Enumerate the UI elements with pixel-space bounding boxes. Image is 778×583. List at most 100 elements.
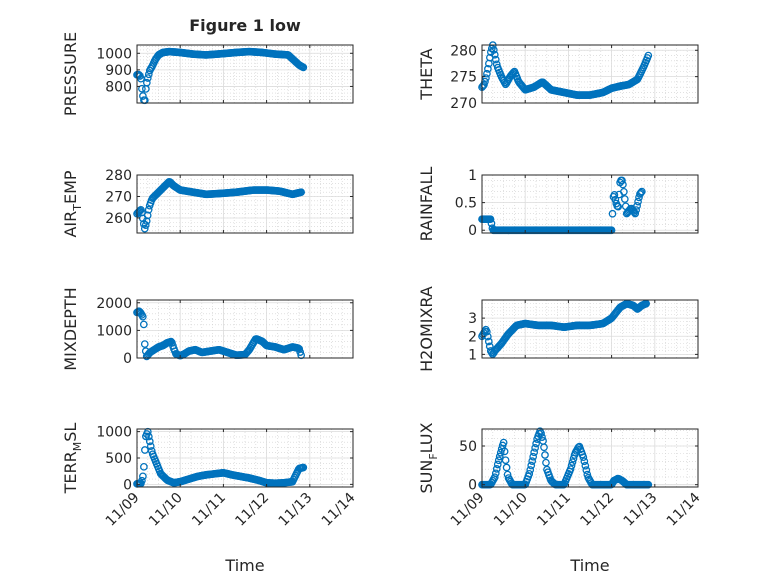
x-tick-label: 11/13 xyxy=(276,490,316,530)
y-tick-label: 3 xyxy=(468,311,477,327)
data-point xyxy=(531,444,539,452)
axes-frame xyxy=(481,428,699,488)
x-axis-label: Time xyxy=(569,556,609,575)
data-point xyxy=(142,78,151,87)
y-tick-label: 1000 xyxy=(96,46,132,62)
y-tick-label: 2 xyxy=(468,329,477,345)
data-point xyxy=(637,188,645,197)
subplot-7: 0 500 1000 11/09 11/10 11/11 11/12 11/13 11/14 Ti… xyxy=(61,423,359,575)
axes-frame xyxy=(481,174,699,234)
data-point xyxy=(496,448,505,457)
data-point xyxy=(582,466,591,474)
y-axis-label: AIRTEMP xyxy=(61,170,84,237)
subplot-6: 1 2 3 H2OMIXRA xyxy=(417,286,699,372)
data-point xyxy=(528,457,537,465)
data-point xyxy=(630,208,639,217)
data-series xyxy=(478,41,653,99)
data-point xyxy=(490,473,499,482)
data-point xyxy=(579,453,588,462)
data-point xyxy=(559,480,568,489)
data-point xyxy=(141,221,150,229)
data-point xyxy=(138,312,147,321)
data-point xyxy=(145,437,154,446)
data-point xyxy=(620,187,628,196)
x-tick-label: 11/11 xyxy=(534,490,574,530)
data-point xyxy=(138,84,146,93)
subplot-5: 0 1000 2000 MIXDEPTH xyxy=(61,287,354,371)
data-point xyxy=(568,458,577,466)
y-tick-label: 260 xyxy=(105,211,132,227)
data-point xyxy=(530,448,539,457)
data-point xyxy=(139,92,147,100)
data-point xyxy=(526,466,535,474)
y-axis-label: SUNFLUX xyxy=(417,422,440,493)
data-point xyxy=(583,470,592,479)
axes-frame xyxy=(136,299,354,359)
figure-title: Figure 1 low xyxy=(189,16,301,35)
y-axis-label: TERRMSL xyxy=(61,423,84,495)
y-tick-label: 50 xyxy=(459,439,477,455)
y-axis-label: THETA xyxy=(417,48,436,100)
data-point xyxy=(487,219,496,228)
data-point xyxy=(538,433,546,441)
data-point xyxy=(140,224,149,233)
x-tick-label: 11/10 xyxy=(146,490,186,530)
y-axis-label: PRESSURE xyxy=(61,32,80,116)
data-point xyxy=(540,443,548,452)
y-tick-label: 900 xyxy=(105,63,132,79)
y-axis-label: RAINFALL xyxy=(417,167,436,242)
y-tick-label: 0.5 xyxy=(455,196,477,212)
axes-background xyxy=(482,175,698,233)
y-tick-label: 0 xyxy=(468,223,477,239)
y-tick-label: 270 xyxy=(105,189,132,205)
data-point xyxy=(495,452,504,461)
data-point xyxy=(479,82,487,90)
y-tick-label: 1 xyxy=(468,347,477,363)
data-point xyxy=(529,452,538,461)
y-tick-label: 270 xyxy=(450,96,477,112)
subplot-8: 0 50 11/09 11/10 11/11 11/12 11/13 11/14 Time SUN… xyxy=(417,422,704,575)
data-point xyxy=(140,340,149,348)
data-point xyxy=(502,463,511,472)
data-point xyxy=(297,188,306,197)
data-point xyxy=(144,432,153,441)
data-point xyxy=(492,465,501,473)
data-point xyxy=(486,215,495,224)
x-tick-label: 11/13 xyxy=(621,490,661,530)
data-point xyxy=(138,476,146,485)
axes-frame xyxy=(136,44,354,104)
data-point xyxy=(499,438,508,447)
data-point xyxy=(483,69,491,78)
y-tick-label: 1000 xyxy=(96,425,132,441)
data-series xyxy=(133,177,306,233)
x-tick-label: 11/09 xyxy=(103,490,143,530)
data-point xyxy=(135,70,143,79)
data-point xyxy=(633,201,641,210)
x-tick-label: 11/14 xyxy=(664,490,704,530)
data-point xyxy=(581,461,590,470)
data-point xyxy=(491,469,500,478)
data-series xyxy=(478,427,653,489)
y-tick-label: 0 xyxy=(123,477,132,493)
data-point xyxy=(491,55,500,64)
axes-frame xyxy=(481,299,699,359)
data-point xyxy=(299,63,308,72)
data-point xyxy=(618,176,626,185)
axes-frame xyxy=(136,174,354,234)
subplot-2: 270 275 280 THETA xyxy=(417,41,699,112)
data-point xyxy=(532,439,540,448)
x-axis-label: Time xyxy=(224,556,264,575)
y-tick-label: 275 xyxy=(450,70,477,86)
x-tick-label: 11/12 xyxy=(577,490,617,530)
data-point xyxy=(566,465,575,474)
data-point xyxy=(483,327,491,336)
data-point xyxy=(632,206,641,214)
data-point xyxy=(541,451,549,459)
data-point xyxy=(146,442,155,451)
x-tick-label: 11/10 xyxy=(491,490,531,530)
y-tick-label: 800 xyxy=(105,79,132,95)
data-point xyxy=(139,320,148,329)
data-point xyxy=(608,209,617,218)
